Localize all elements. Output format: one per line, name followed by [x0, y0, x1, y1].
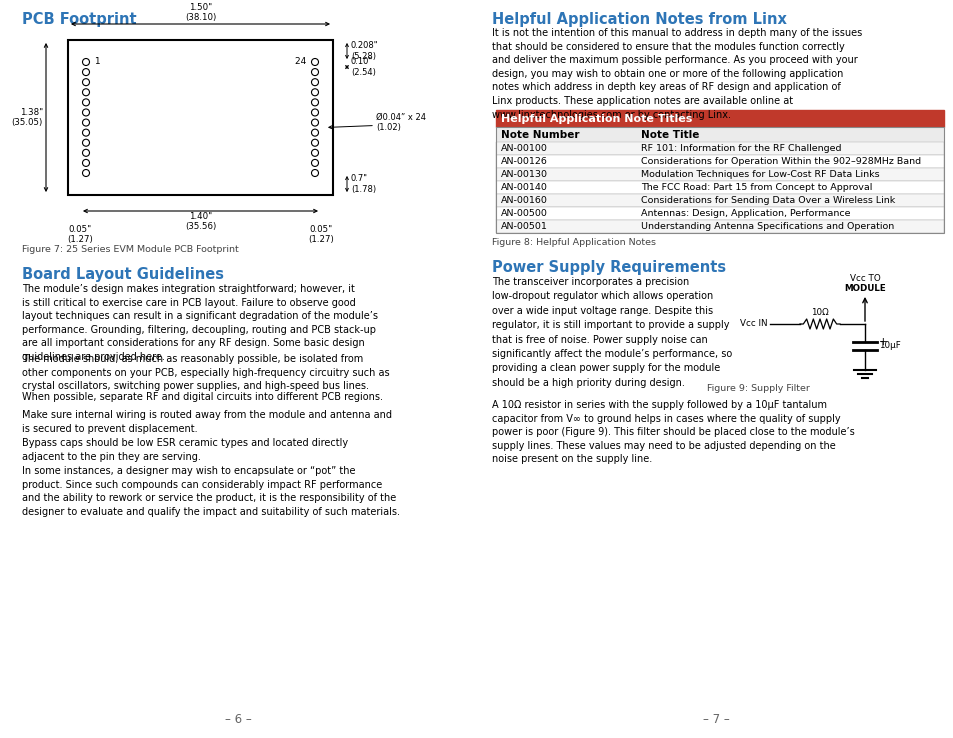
Text: Antennas: Design, Application, Performance: Antennas: Design, Application, Performan… [640, 209, 850, 218]
Text: Helpful Application Notes from Linx: Helpful Application Notes from Linx [492, 12, 786, 27]
Bar [496, 155, 943, 168]
Bar [496, 181, 943, 194]
Text: 1.40"
(35.56): 1.40" (35.56) [185, 212, 216, 232]
Text: When possible, separate RF and digital circuits into different PCB regions.: When possible, separate RF and digital c… [22, 393, 382, 402]
Text: Ø0.04” x 24
(1.02): Ø0.04” x 24 (1.02) [375, 113, 426, 132]
Text: Understanding Antenna Specifications and Operation: Understanding Antenna Specifications and… [640, 222, 893, 231]
Text: AN-00160: AN-00160 [500, 196, 547, 205]
Bar [496, 168, 943, 181]
Text: 24: 24 [294, 58, 309, 66]
Text: 0.05"
(1.27): 0.05" (1.27) [67, 225, 92, 244]
Text: Vcc TO: Vcc TO [849, 274, 880, 283]
Text: PCB Footprint: PCB Footprint [22, 12, 136, 27]
Text: Helpful Application Note Titles: Helpful Application Note Titles [500, 114, 692, 123]
Text: Power Supply Requirements: Power Supply Requirements [492, 260, 725, 275]
Text: +: + [878, 337, 886, 347]
Text: 10μF: 10μF [878, 342, 900, 351]
Bar [496, 220, 943, 233]
Text: – 7 –: – 7 – [702, 713, 729, 726]
Text: Bypass caps should be low ESR ceramic types and located directly
adjacent to the: Bypass caps should be low ESR ceramic ty… [22, 438, 348, 461]
Text: The module’s design makes integration straightforward; however, it
is still crit: The module’s design makes integration st… [22, 284, 377, 362]
Text: Modulation Techniques for Low-Cost RF Data Links: Modulation Techniques for Low-Cost RF Da… [640, 170, 879, 179]
Text: Vcc IN: Vcc IN [740, 320, 767, 328]
Text: Figure 8: Helpful Application Notes: Figure 8: Helpful Application Notes [492, 238, 656, 247]
Text: Board Layout Guidelines: Board Layout Guidelines [22, 267, 224, 282]
Text: Figure 7: 25 Series EVM Module PCB Footprint: Figure 7: 25 Series EVM Module PCB Footp… [22, 245, 238, 254]
Bar [496, 127, 943, 142]
Text: RF 101: Information for the RF Challenged: RF 101: Information for the RF Challenge… [640, 144, 841, 153]
Text: AN-00126: AN-00126 [500, 157, 547, 166]
Text: 0.05"
(1.27): 0.05" (1.27) [308, 225, 334, 244]
Text: The FCC Road: Part 15 from Concept to Approval: The FCC Road: Part 15 from Concept to Ap… [640, 183, 871, 192]
Text: Considerations for Sending Data Over a Wireless Link: Considerations for Sending Data Over a W… [640, 196, 894, 205]
Text: Considerations for Operation Within the 902–928MHz Band: Considerations for Operation Within the … [640, 157, 921, 166]
Bar [68, 40, 333, 195]
Text: 0.7"
(1.78): 0.7" (1.78) [351, 174, 375, 193]
Text: 1.50"
(38.10): 1.50" (38.10) [185, 3, 216, 22]
Text: Note Number: Note Number [500, 129, 578, 139]
Text: MODULE: MODULE [843, 284, 885, 293]
Text: 0.10"
(2.54): 0.10" (2.54) [351, 58, 375, 77]
Text: 0.208"
(5.28): 0.208" (5.28) [351, 41, 378, 61]
Text: – 6 –: – 6 – [224, 713, 251, 726]
Text: AN-00500: AN-00500 [500, 209, 547, 218]
Bar [496, 194, 943, 207]
Text: The module should, as much as reasonably possible, be isolated from
other compon: The module should, as much as reasonably… [22, 354, 389, 391]
Bar [496, 207, 943, 220]
Text: AN-00100: AN-00100 [500, 144, 547, 153]
Bar [496, 127, 943, 233]
Text: AN-00140: AN-00140 [500, 183, 547, 192]
Text: A 10Ω resistor in series with the supply followed by a 10μF tantalum
capacitor f: A 10Ω resistor in series with the supply… [492, 400, 854, 464]
Text: 1.38"
(35.05): 1.38" (35.05) [11, 108, 43, 127]
Text: In some instances, a designer may wish to encapsulate or “pot” the
product. Sinc: In some instances, a designer may wish t… [22, 466, 399, 517]
Bar [496, 142, 943, 155]
Text: Note Title: Note Title [640, 129, 699, 139]
Text: AN-00130: AN-00130 [500, 170, 547, 179]
Text: The transceiver incorporates a precision
low-dropout regulator which allows oper: The transceiver incorporates a precision… [492, 277, 732, 387]
Text: Figure 9: Supply Filter: Figure 9: Supply Filter [706, 384, 809, 393]
Text: AN-00501: AN-00501 [500, 222, 547, 231]
Bar [496, 110, 943, 127]
Text: 1: 1 [91, 58, 100, 66]
Text: It is not the intention of this manual to address in depth many of the issues
th: It is not the intention of this manual t… [492, 28, 862, 120]
Text: 10Ω: 10Ω [810, 308, 828, 317]
Text: Make sure internal wiring is routed away from the module and antenna and
is secu: Make sure internal wiring is routed away… [22, 410, 392, 434]
